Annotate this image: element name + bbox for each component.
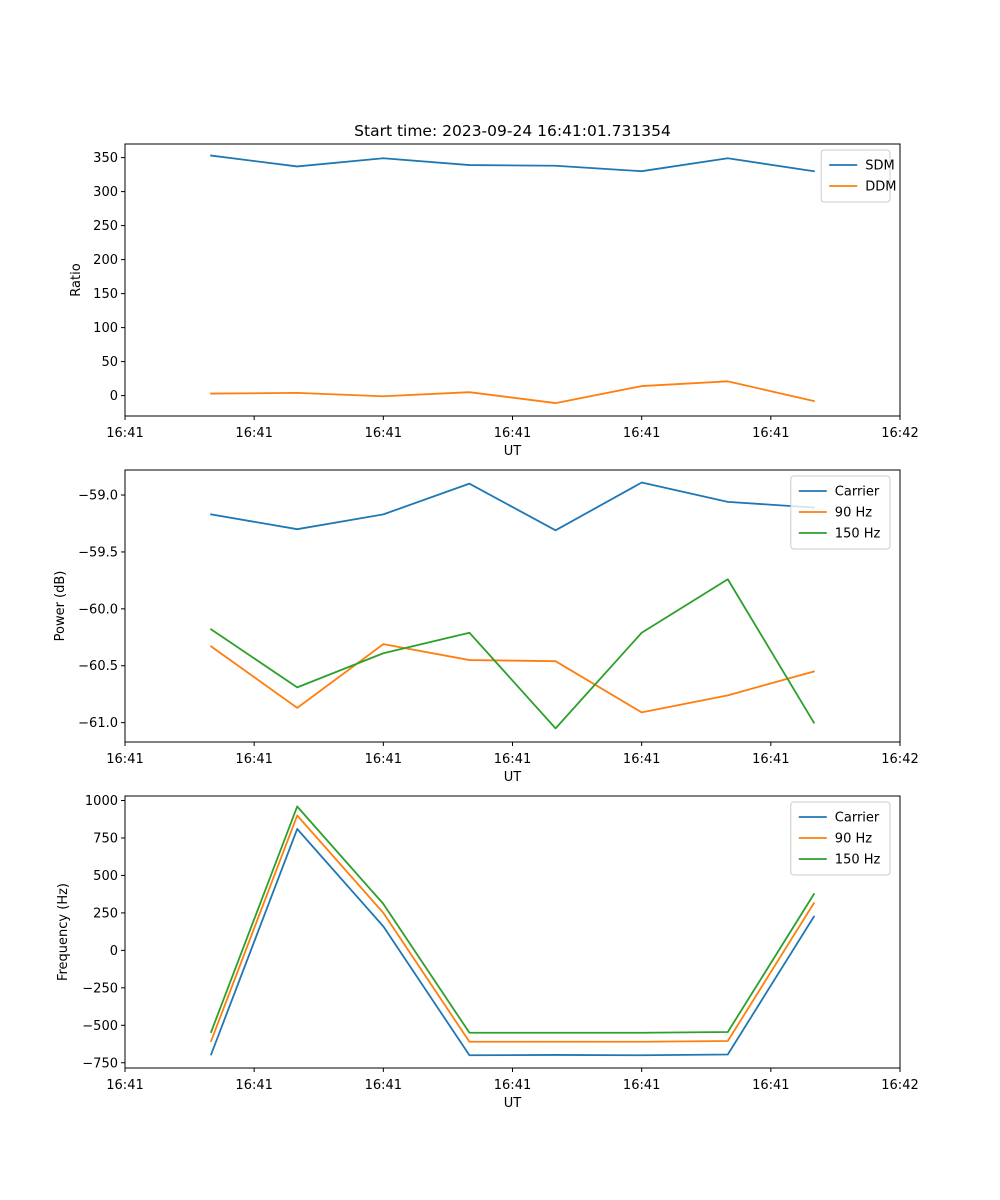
x-tick-label: 16:41 [623,426,660,441]
y-tick-label: 750 [93,831,118,846]
series-line-ddm [210,380,815,404]
y-axis-label: Ratio [69,263,84,296]
y-tick-label: 50 [101,355,118,370]
legend: Carrier 90 Hz 150 Hz [790,475,891,550]
y-tick-label: −60.0 [78,602,118,617]
x-tick-label: 16:41 [106,1078,143,1093]
x-tick-label: 16:41 [752,426,789,441]
y-tick-label: −59.0 [78,489,118,504]
y-tick-label: −750 [82,1056,118,1071]
x-tick-label: 16:41 [752,752,789,767]
x-tick-label: 16:42 [881,752,918,767]
series-line-sdm [210,154,815,173]
x-tick-label: 16:41 [494,426,531,441]
x-axis-label: UT [504,770,522,785]
x-tick-label: 16:41 [365,1078,402,1093]
x-axis-label: UT [504,444,522,459]
y-tick-label: −59.5 [78,545,118,560]
chart-panel-2: −61.0 −60.5 −60.0 −59.5 −59.0 16:41 16:41 16:41… [53,469,919,785]
y-tick-label: −61.0 [78,716,118,731]
y-tick-label: 350 [93,151,118,166]
y-axis-label: Frequency (Hz) [56,883,71,981]
y-tick-label: −500 [82,1019,118,1034]
axes-frame [124,143,901,417]
y-tick-label: 150 [93,287,118,302]
x-tick-label: 16:41 [235,426,272,441]
y-tick-label: 0 [110,389,118,404]
x-tick-label: 16:41 [494,1078,531,1093]
legend-label: 90 Hz [835,832,872,847]
x-tick-label: 16:41 [752,1078,789,1093]
series-line-150-hz [209,578,816,730]
y-axis-label: Power (dB) [53,571,68,642]
legend-frame [790,475,891,550]
x-tick-label: 16:42 [881,426,918,441]
y-tick-label: 100 [93,321,118,336]
legend-label: 150 Hz [835,853,881,868]
x-tick-label: 16:41 [235,752,272,767]
x-tick-label: 16:41 [365,426,402,441]
legend-label: Carrier [835,485,880,500]
y-tick-label: 250 [93,219,118,234]
chart-panel-3: −750 −500 −250 0 250 500 750 1000 16:41 16:41 16:4… [56,794,919,1111]
series-line-carrier [209,828,816,1057]
legend: Carrier 90 Hz 150 Hz [790,801,891,876]
legend-label: DDM [865,180,896,195]
axes-frame [124,795,901,1069]
legend-label: 150 Hz [835,527,881,542]
y-tick-label: 250 [93,906,118,921]
x-tick-label: 16:41 [623,752,660,767]
x-tick-label: 16:41 [494,752,531,767]
y-tick-label: −60.5 [78,659,118,674]
legend: SDM DDM [820,149,896,203]
x-tick-label: 16:41 [106,426,143,441]
legend-frame [790,801,891,876]
legend-label: Carrier [835,811,880,826]
chart-panel-1: 0 50 100 150 200 250 300 350 16:41 16:41 16:41 16:4… [69,122,919,459]
x-tick-label: 16:41 [235,1078,272,1093]
y-tick-label: 500 [93,869,118,884]
series-line-90-hz [209,814,816,1043]
y-tick-label: 0 [110,944,118,959]
axes-frame [124,469,901,743]
y-tick-label: 1000 [85,794,118,809]
y-tick-label: 200 [93,253,118,268]
legend-label: 90 Hz [835,506,872,521]
series-line-150-hz [209,805,816,1034]
legend-frame [820,149,891,203]
x-tick-label: 16:41 [623,1078,660,1093]
legend-label: SDM [865,159,894,174]
x-tick-label: 16:41 [365,752,402,767]
x-axis-label: UT [504,1096,522,1111]
y-tick-label: −250 [82,981,118,996]
series-line-90-hz [209,643,815,714]
chart-title: Start time: 2023-09-24 16:41:01.731354 [354,122,671,140]
series-line-carrier [210,481,815,532]
y-tick-label: 300 [93,185,118,200]
x-tick-label: 16:41 [106,752,143,767]
x-tick-label: 16:42 [881,1078,918,1093]
